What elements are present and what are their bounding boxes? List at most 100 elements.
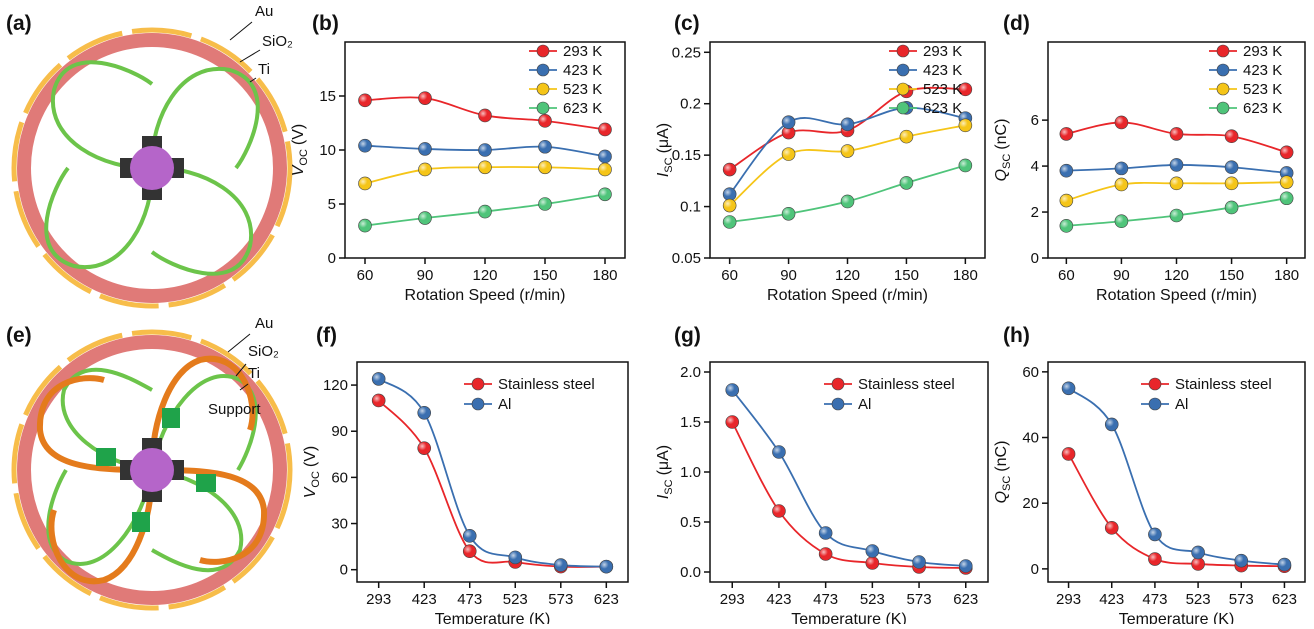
marker-shine [598, 162, 612, 176]
x-tick-label: 473 [1142, 591, 1167, 608]
panel-label: (h) [1003, 324, 1030, 347]
legend-marker [896, 44, 910, 58]
marker-shine [358, 219, 372, 233]
plot-frame [1047, 41, 1306, 259]
marker-shine [598, 122, 612, 136]
pointer [227, 333, 251, 353]
marker-shine [418, 142, 432, 156]
marker-shine [782, 147, 796, 161]
marker-shine [958, 118, 972, 132]
legend-label: Stainless steel [1175, 376, 1272, 393]
marker-shine [1114, 214, 1128, 228]
marker-shine [372, 393, 386, 407]
y-label-sub: OC [310, 471, 322, 488]
y-tick-label: 40 [1022, 430, 1039, 447]
y-axis-label: VOC (V) [290, 124, 310, 177]
marker-shine [538, 114, 552, 128]
y-label-sub: SC [663, 157, 675, 172]
marker-shine [899, 176, 913, 190]
legend-label: 623 K [563, 100, 602, 117]
marker-shine [1170, 127, 1183, 141]
y-axis-label: VOC (V) [302, 446, 322, 499]
marker-shine [782, 207, 796, 221]
marker-shine [1062, 447, 1076, 461]
pointer [229, 21, 253, 41]
y-tick-label: 2 [1031, 204, 1039, 221]
marker-shine [772, 504, 786, 518]
diagram-a: (a) Au SiO₂ Ti [6, 3, 293, 309]
x-tick-label: 573 [907, 591, 932, 608]
layer-label: SiO₂ [262, 33, 293, 50]
legend-marker [1148, 377, 1162, 391]
marker-shine [1114, 115, 1128, 129]
marker-shine [1170, 208, 1183, 222]
y-label-unit: (V) [290, 124, 307, 145]
legend-marker [896, 82, 910, 96]
marker-shine [1114, 177, 1128, 191]
marker-shine [772, 445, 786, 459]
y-label-symbol: I [655, 172, 672, 177]
x-tick-label: 180 [1274, 267, 1299, 284]
plot-frame [344, 41, 626, 259]
x-tick-label: 523 [1186, 591, 1211, 608]
marker-shine [865, 544, 879, 558]
plot-frame [1047, 361, 1306, 583]
x-tick-label: 293 [366, 591, 391, 608]
marker-shine [959, 559, 973, 573]
y-tick-label: 0 [1031, 250, 1039, 267]
x-tick-label: 473 [813, 591, 838, 608]
y-tick-label: 0 [328, 250, 336, 267]
legend-marker [471, 377, 485, 391]
x-tick-label: 573 [548, 591, 573, 608]
marker-shine [819, 547, 833, 561]
marker-shine [725, 415, 739, 429]
marker-shine [478, 205, 492, 219]
pointer [239, 49, 261, 63]
y-axis-label: ISC (μA) [655, 123, 675, 177]
plot-frame [709, 41, 986, 259]
y-axis-label: QSC (nC) [993, 441, 1013, 504]
legend-label: 293 K [1243, 43, 1282, 60]
legend-marker [536, 44, 550, 58]
x-axis-label: Rotation Speed (r/min) [1096, 287, 1257, 304]
marker-shine [508, 550, 522, 564]
x-tick-label: 293 [720, 591, 745, 608]
x-tick-label: 473 [457, 591, 482, 608]
x-tick-label: 180 [953, 267, 978, 284]
x-axis-label: Temperature (K) [435, 611, 551, 624]
y-axis-label: ISC (μA) [655, 445, 675, 499]
y-tick-label: 20 [1022, 495, 1039, 512]
diagram-e: (e) Au SiO₂ Ti Support [6, 315, 293, 611]
marker-shine [1225, 176, 1239, 190]
marker-shine [358, 176, 372, 190]
legend-label: Stainless steel [858, 376, 955, 393]
x-tick-label: 150 [1219, 267, 1244, 284]
marker-shine [1059, 127, 1073, 141]
legend-marker [896, 63, 910, 77]
marker-shine [598, 187, 612, 201]
marker-shine [1225, 129, 1239, 143]
x-tick-label: 120 [472, 267, 497, 284]
marker-shine [1062, 381, 1076, 395]
series-line [1067, 387, 1285, 566]
marker-shine [418, 91, 432, 105]
marker-shine [782, 115, 796, 129]
x-tick-label: 150 [532, 267, 557, 284]
y-tick-label: 5 [328, 196, 336, 213]
x-tick-label: 60 [721, 267, 738, 284]
pointer [239, 383, 249, 391]
marker-shine [1105, 417, 1119, 431]
legend-label: Al [1175, 396, 1188, 413]
marker-shine [1234, 554, 1248, 568]
panel-label: (d) [1003, 12, 1030, 35]
marker-shine [899, 130, 913, 144]
marker-shine [1280, 145, 1294, 159]
marker-shine [417, 406, 431, 420]
layer-label: Au [255, 3, 273, 20]
legend-label: 623 K [923, 100, 962, 117]
marker-shine [463, 544, 477, 558]
legend-marker [536, 82, 550, 96]
marker-shine [1170, 158, 1183, 172]
marker-shine [358, 139, 372, 153]
